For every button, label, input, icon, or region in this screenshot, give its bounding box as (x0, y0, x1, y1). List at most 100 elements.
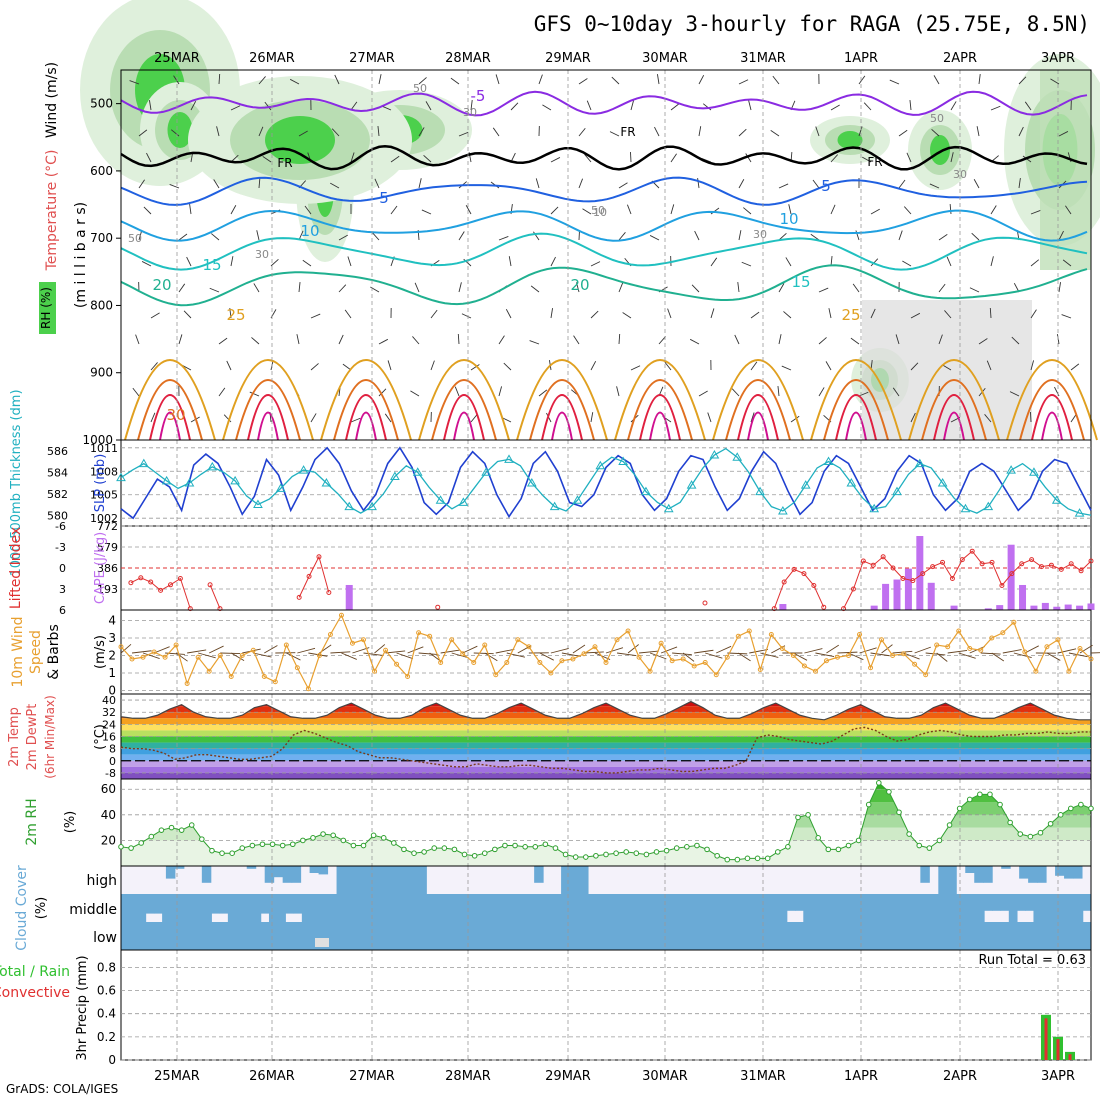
wind-barb-10m (859, 647, 877, 654)
wind-barb-10m (947, 649, 968, 654)
wind-barb (1030, 360, 1035, 371)
wind-barb (973, 179, 980, 189)
date-label-top: 25MAR (154, 51, 200, 66)
cloud-cell (938, 866, 948, 894)
thickness-point (504, 454, 514, 463)
cloud-cell (556, 922, 566, 950)
wind-barb (785, 257, 792, 267)
wind-barb-10m (936, 652, 948, 662)
wind-barb (698, 126, 702, 137)
wind-barb (946, 256, 952, 267)
wind-point (1011, 619, 1017, 625)
temp-contour-40 (453, 411, 475, 441)
wind-barb (976, 126, 980, 137)
rh-point (673, 845, 680, 851)
cloud-cell (943, 922, 952, 950)
wind-barb (818, 387, 825, 397)
ylabel-wind: Wind (m/s) (44, 62, 60, 138)
wind-barb (667, 308, 672, 319)
li-point (781, 579, 787, 585)
cloud-cell (137, 922, 147, 950)
rh-point (613, 850, 619, 857)
rh-region-high (837, 131, 863, 149)
cape-bar (1019, 584, 1027, 610)
thickness-point (390, 471, 400, 481)
wind-barb-10m (793, 652, 808, 661)
cloud-cell (992, 922, 1002, 950)
cloud-cell (392, 922, 401, 950)
temp-contour-40 (943, 411, 965, 441)
thickness-point (161, 475, 172, 485)
thickness-point (892, 486, 902, 496)
wind-barb (584, 154, 592, 163)
chart-title: GFS 0~10day 3-hourly for RAGA (25.75E, 8… (533, 12, 1090, 36)
wind-point (846, 653, 851, 658)
thickness-point (321, 477, 332, 487)
temp-tick-label: 16 (102, 731, 116, 744)
wind-point (537, 660, 543, 665)
cloud-cell (1055, 866, 1065, 876)
cloud-cell (556, 894, 566, 922)
temp-contour-label: 30 (166, 406, 185, 424)
wind-point (868, 665, 874, 671)
wind-barb-10m (495, 648, 515, 654)
li-point (1019, 561, 1025, 567)
wind-barb (310, 363, 319, 371)
wind-barb (498, 235, 509, 241)
wind-barb (830, 256, 833, 267)
wind-barb (458, 131, 469, 137)
cloud-cell (570, 866, 580, 894)
rh-point (926, 845, 933, 851)
temp-band (121, 730, 1091, 737)
temp-contour-30 (725, 379, 791, 441)
rh-point (269, 841, 276, 848)
cloud-cell (334, 922, 344, 950)
cloud-cell (359, 894, 369, 922)
wind-barb (538, 74, 543, 85)
cloud-cell (1008, 922, 1018, 950)
wind-barb (778, 183, 789, 189)
wind-tick-label: 4 (108, 614, 116, 628)
wind-barb (938, 234, 948, 241)
wind-barb-10m (627, 644, 639, 654)
wind-barb (430, 309, 438, 319)
cloud-cell (499, 922, 508, 950)
cloud-cell (573, 922, 582, 950)
wind-barb (418, 127, 425, 137)
cloud-cell (984, 894, 993, 911)
wind-barb (150, 312, 160, 319)
cloud-cell (696, 922, 706, 950)
cloud-cell (561, 866, 571, 894)
wind-barb (230, 205, 237, 215)
panel-frame (120, 949, 1092, 1061)
wind-barb (550, 308, 554, 319)
cloud-cell (811, 894, 821, 922)
cloud-cell (663, 894, 673, 922)
rh-point (774, 849, 781, 855)
li-line (298, 555, 330, 598)
rh-contour-label: 30 (255, 248, 269, 261)
cloud-cell (416, 922, 426, 950)
wind-barb (1061, 314, 1072, 319)
rh-point (987, 791, 993, 798)
panel-wind: 0 1 2 3 4 10m Wind Speed & Barbs (m/s) (10, 609, 1100, 698)
wind-barb (508, 256, 512, 267)
wind-barb (129, 80, 140, 85)
wind-point (1033, 668, 1039, 674)
cloud-cell (466, 894, 475, 922)
thickness-point (846, 477, 857, 487)
wind-barb (1011, 336, 1020, 345)
wind-barb (858, 75, 866, 85)
wind-barb (738, 79, 749, 85)
thickness-point (755, 486, 765, 496)
wind-point (1022, 649, 1028, 655)
wind-point (383, 647, 389, 653)
cloud-cell (203, 922, 212, 950)
wind-barb (1050, 78, 1060, 85)
wind-barb-10m (958, 652, 976, 659)
wind-barb (150, 362, 158, 371)
thickness-point (709, 450, 720, 459)
cloud-cell (351, 894, 360, 922)
date-label-bottom: 25MAR (154, 1069, 200, 1084)
wind-barb-10m (1068, 652, 1088, 658)
